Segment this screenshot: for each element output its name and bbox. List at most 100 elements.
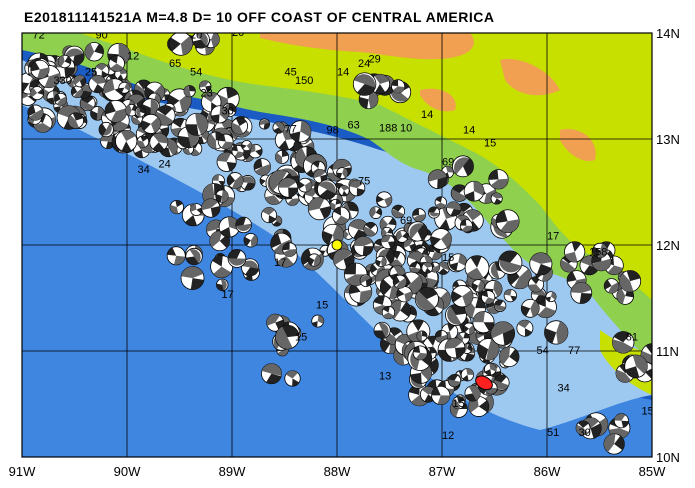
- focal-mechanism-beachball: [192, 33, 210, 49]
- focal-mechanism-beachball: [210, 105, 229, 124]
- focal-mechanism-beachball: [313, 169, 328, 184]
- focal-mechanism-beachball: [216, 278, 229, 291]
- focal-mechanism-beachball: [452, 396, 466, 410]
- focal-mechanism-beachball: [376, 191, 393, 208]
- focal-depth-label: 90: [96, 29, 108, 41]
- focal-mechanism-beachball: [27, 104, 44, 121]
- focal-mechanism-beachball: [613, 413, 629, 429]
- focal-mechanism-beachball: [30, 59, 50, 79]
- focal-mechanism-beachball: [373, 321, 391, 339]
- focal-mechanism-beachball: [412, 208, 426, 222]
- land-mid: [80, 33, 652, 395]
- focal-mechanism-beachball: [445, 304, 467, 326]
- focal-mechanism-beachball: [464, 255, 490, 280]
- focal-mechanism-beachball: [183, 85, 196, 98]
- focal-mechanisms: [22, 33, 652, 455]
- focal-mechanism-beachball: [490, 192, 503, 205]
- focal-depth-label: 10: [400, 123, 412, 135]
- lon-label: 86W: [534, 464, 561, 479]
- focal-depth-label: 63: [348, 119, 360, 131]
- focal-mechanism-beachball: [452, 155, 474, 178]
- map-title: E201811141521A M=4.8 D= 10 OFF COAST OF …: [24, 9, 495, 25]
- focal-depth-label: 13: [379, 371, 391, 383]
- focal-mechanism-beachball: [185, 247, 203, 266]
- map-frame: [21, 32, 653, 458]
- focal-mechanism-beachball: [363, 222, 378, 237]
- focal-mechanism-beachball: [407, 221, 428, 242]
- focal-mechanism-beachball: [403, 239, 416, 252]
- focal-mechanism-beachball: [231, 144, 245, 158]
- focal-depth-label: 77: [285, 124, 297, 136]
- focal-depth-label: 98: [327, 125, 339, 137]
- focal-mechanism-beachball: [624, 354, 648, 379]
- focal-mechanism-beachball: [201, 198, 221, 218]
- focal-mechanism-beachball: [481, 290, 496, 305]
- focal-depth-label: 34: [558, 382, 570, 394]
- focal-mechanism-beachball: [168, 33, 193, 56]
- focal-depth-label: 158: [589, 247, 607, 259]
- focal-mechanism-beachball: [282, 242, 297, 257]
- focal-mechanism-beachball: [248, 143, 263, 159]
- focal-depth-label: 54: [537, 345, 549, 357]
- focal-mechanism-beachball: [115, 129, 138, 153]
- focal-mechanism-beachball: [451, 285, 474, 308]
- focal-mechanism-beachball: [88, 74, 107, 94]
- focal-mechanism-beachball: [603, 278, 620, 294]
- lon-label: 87W: [429, 464, 456, 479]
- focal-depth-label: 72: [33, 29, 45, 41]
- focal-mechanism-beachball: [603, 433, 625, 455]
- lat-label: 10N: [656, 450, 680, 465]
- focal-mechanism-beachball: [352, 72, 377, 96]
- focal-mechanism-beachball: [54, 92, 68, 106]
- focal-mechanism-beachball: [57, 54, 72, 69]
- focal-mechanism-beachball: [460, 368, 475, 382]
- focal-mechanism-beachball: [490, 321, 516, 346]
- focal-mechanism-beachball: [67, 112, 84, 129]
- focal-mechanism-beachball: [134, 106, 146, 118]
- focal-depth-label: 17: [222, 289, 234, 301]
- focal-mechanism-beachball: [73, 74, 87, 88]
- focal-depth-label: 81: [626, 331, 638, 343]
- focal-depth-label: 15: [442, 252, 454, 264]
- focal-mechanism-beachball: [307, 253, 321, 267]
- focal-mechanism-beachball: [84, 42, 104, 62]
- focal-mechanism-beachball: [243, 233, 259, 248]
- lon-label: 90W: [114, 464, 141, 479]
- focal-mechanism-beachball: [353, 236, 374, 257]
- focal-mechanism-beachball: [108, 55, 125, 72]
- focal-mechanism-beachball: [155, 105, 176, 126]
- focal-mechanism-beachball: [185, 112, 209, 136]
- focal-mechanism-beachball: [218, 216, 240, 238]
- focal-mechanism-beachball: [258, 118, 270, 130]
- focal-depth-label: 77: [568, 345, 580, 357]
- focal-mechanism-beachball: [570, 282, 593, 304]
- focal-mechanism-beachball: [226, 172, 244, 189]
- focal-depth-label: 15: [642, 406, 654, 418]
- focal-mechanism-beachball: [235, 216, 252, 234]
- focal-depth-label: 150: [295, 75, 313, 87]
- focal-mechanism-beachball: [216, 151, 237, 172]
- lat-label: 14N: [656, 26, 680, 41]
- lat-axis-labels: 14N 13N 12N 11N 10N: [656, 26, 680, 465]
- focal-mechanism-beachball: [395, 230, 409, 243]
- lon-axis-labels: 91W 90W 89W 88W 87W 86W 85W: [9, 464, 666, 479]
- focal-mechanism-beachball: [381, 305, 396, 320]
- event-mechanism-marker: [475, 375, 493, 391]
- focal-mechanism-beachball: [463, 180, 485, 202]
- focal-mechanism-beachball: [307, 196, 332, 221]
- focal-mechanism-beachball: [297, 177, 313, 193]
- focal-mechanism-beachball: [332, 248, 355, 271]
- focal-depth-label: 69: [400, 215, 412, 227]
- focal-mechanism-beachball: [284, 370, 301, 387]
- focal-mechanism-beachball: [493, 299, 507, 312]
- focal-mechanism-beachball: [434, 196, 447, 209]
- focal-mechanism-beachball: [104, 99, 128, 123]
- focal-mechanism-beachball: [190, 203, 203, 216]
- focal-depth-label: 17: [547, 231, 559, 243]
- focal-depth-label: 24: [159, 159, 171, 171]
- land-high: [260, 33, 596, 161]
- focal-depth-label: 20: [190, 29, 202, 41]
- focal-mechanism-beachball: [149, 132, 169, 152]
- focal-mechanism-beachball: [396, 286, 413, 303]
